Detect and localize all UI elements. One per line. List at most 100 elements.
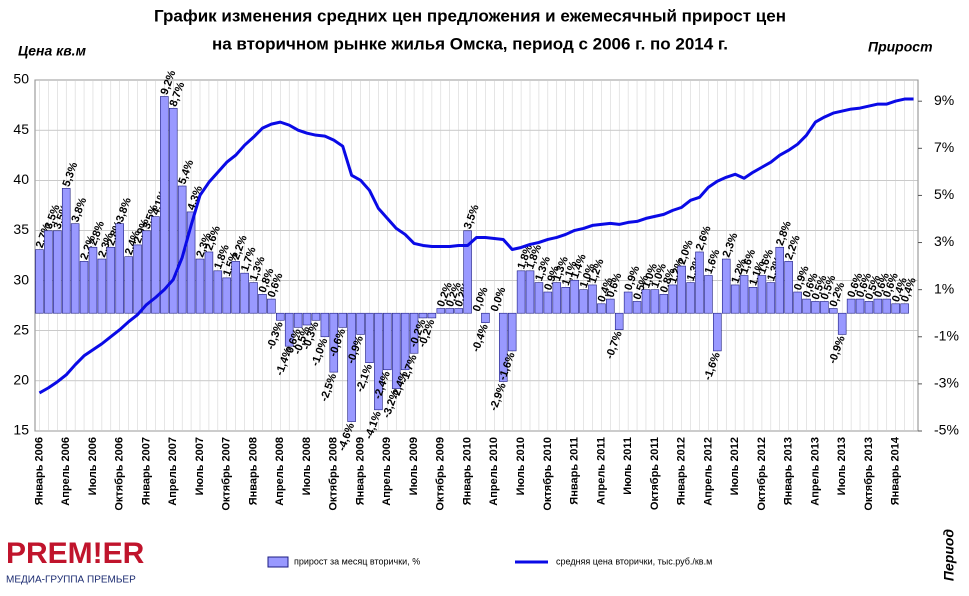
x-tick-label: Апрель 2013 <box>809 437 821 506</box>
x-tick-label: Январь 2006 <box>33 437 45 505</box>
x-tick-label: Январь 2013 <box>783 437 795 505</box>
bar <box>481 312 490 323</box>
x-tick-label: Июль 2009 <box>408 437 420 495</box>
y2-tick-label: 5% <box>934 186 954 202</box>
bar <box>614 312 624 331</box>
bar <box>597 303 606 314</box>
bar <box>686 282 695 314</box>
bar <box>267 298 276 314</box>
bar <box>213 270 223 314</box>
bar <box>561 287 570 314</box>
bar <box>409 312 419 354</box>
bar <box>374 312 383 411</box>
bar <box>721 258 731 314</box>
bar <box>802 298 811 314</box>
bar <box>864 301 874 314</box>
y2-axis-label: Прирост <box>868 39 933 55</box>
bar <box>177 185 187 314</box>
bar <box>436 308 446 314</box>
bar <box>311 312 321 321</box>
x-tick-label: Апрель 2006 <box>60 437 72 506</box>
x-tick-label: Октябрь 2006 <box>114 437 126 511</box>
bar <box>632 301 642 314</box>
bar <box>855 298 865 314</box>
y-tick-label: 25 <box>13 321 29 337</box>
y2-tick-label: -1% <box>934 327 959 343</box>
x-tick-label: Январь 2011 <box>569 437 581 505</box>
bar <box>570 279 579 314</box>
x-tick-label: Январь 2009 <box>354 437 366 505</box>
bar <box>623 291 633 314</box>
y2-tick-label: 7% <box>934 139 954 155</box>
x-tick-label: Январь 2007 <box>140 437 152 505</box>
bar <box>668 284 677 314</box>
bar <box>106 246 116 314</box>
bar <box>891 303 900 314</box>
y2-tick-label: 1% <box>934 280 954 296</box>
bar <box>739 275 749 314</box>
bar <box>302 312 312 326</box>
bar <box>677 265 686 314</box>
bar <box>329 312 339 373</box>
bar <box>35 249 44 314</box>
x-tick-label: Октябрь 2008 <box>328 437 340 511</box>
x-tick-label: Апрель 2011 <box>595 437 607 505</box>
bar <box>347 312 356 422</box>
bar <box>730 284 740 314</box>
x-tick-label: Июль 2013 <box>836 437 848 495</box>
bar <box>79 261 89 314</box>
bar <box>704 275 713 314</box>
bar <box>516 270 526 314</box>
bar <box>61 188 71 314</box>
bar <box>900 303 909 314</box>
bar <box>356 312 365 335</box>
bar <box>222 277 232 314</box>
bar <box>837 312 847 335</box>
bar <box>133 244 142 314</box>
bar <box>195 258 205 314</box>
bar <box>579 289 588 314</box>
bar <box>276 312 285 321</box>
legend-swatch <box>267 556 289 568</box>
y-tick-label: 50 <box>13 71 29 87</box>
x-tick-label: Апрель 2010 <box>488 437 500 506</box>
bar <box>142 230 151 314</box>
bar <box>713 312 722 352</box>
bar <box>534 282 544 314</box>
bar <box>641 289 651 314</box>
bar <box>124 256 133 314</box>
logo: PREM!ER <box>6 537 145 570</box>
legend-label: средняя цена вторички, тыс.руб./кв.м <box>556 556 712 566</box>
x-tick-label: Апрель 2009 <box>381 437 393 506</box>
bar <box>258 294 267 314</box>
legend-label: прирост за месяц вторички, % <box>294 556 420 566</box>
x-tick-label: Июль 2010 <box>515 437 527 495</box>
bar <box>766 282 776 314</box>
bar <box>44 230 53 314</box>
y2-tick-label: 9% <box>934 92 954 108</box>
bar <box>552 282 562 314</box>
bar <box>882 298 892 314</box>
y-tick-label: 30 <box>13 271 29 287</box>
bar <box>659 294 669 314</box>
bar <box>695 251 704 314</box>
y-axis-label: Цена кв.м <box>18 43 87 59</box>
x-tick-label: Июль 2012 <box>729 437 741 495</box>
bar <box>784 261 793 314</box>
bar <box>418 312 428 319</box>
x-axis-label: Период <box>941 529 957 582</box>
bar <box>97 258 107 314</box>
bar <box>427 312 437 319</box>
bar <box>383 312 392 371</box>
x-tick-label: Июль 2011 <box>622 437 634 495</box>
x-tick-label: Январь 2010 <box>461 437 473 505</box>
bar <box>846 298 856 314</box>
y-tick-label: 40 <box>13 171 29 187</box>
bar <box>606 298 615 314</box>
bar <box>338 312 347 328</box>
bar <box>445 308 455 314</box>
bar <box>204 251 214 314</box>
bar <box>811 301 820 314</box>
x-tick-label: Октябрь 2013 <box>863 437 875 511</box>
